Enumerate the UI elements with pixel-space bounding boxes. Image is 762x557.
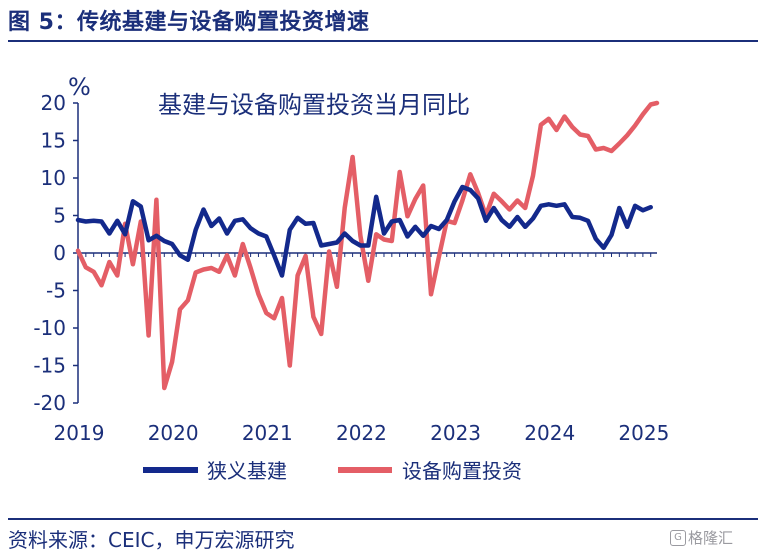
y-axis-unit-label: % [68,73,91,101]
x-tick-label: 2024 [524,421,575,445]
line-chart: 基建与设备购置投资当月同比 % 20 15 10 5 0 -5 -10 -15 -20 2019… [33,73,669,483]
y-tick-label: 0 [53,241,66,265]
x-tick-label: 2025 [618,421,669,445]
watermark-logo-icon: G [670,530,686,546]
legend-label-infrastructure: 狭义基建 [207,459,287,483]
source-rule [8,518,758,520]
legend-label-equipment: 设备购置投资 [402,459,522,483]
y-tick-label: -5 [46,279,66,303]
y-tick-label: -20 [33,391,66,415]
y-tick-label: -15 [33,354,66,378]
figure-title: 图 5：传统基建与设备购置投资增速 [8,10,370,35]
x-tick-label: 2021 [242,421,293,445]
watermark-text: 格隆汇 [688,529,734,547]
x-tick-label: 2022 [336,421,387,445]
series-line-equipment [75,100,660,391]
y-tick-label: 5 [53,204,66,228]
y-tick-label: 10 [41,166,66,190]
series-line-infrastructure [75,184,653,278]
x-tick-label: 2023 [430,421,481,445]
series-lines [75,100,660,391]
x-tick-label: 2019 [54,421,105,445]
y-tick-label: 20 [41,91,66,115]
y-tick-label: -10 [33,316,66,340]
y-axis: 20 15 10 5 0 -5 -10 -15 -20 [33,91,78,415]
x-tick-label: 2020 [148,421,199,445]
x-axis: 2019 2020 2021 2022 2023 2024 2025 [54,253,669,445]
title-rule [8,40,758,42]
source-note: 资料来源：CEIC，申万宏源研究 [8,528,295,552]
chart-title: 基建与设备购置投资当月同比 [158,91,470,119]
y-tick-label: 15 [41,129,66,153]
legend: 狭义基建 设备购置投资 [143,459,522,483]
